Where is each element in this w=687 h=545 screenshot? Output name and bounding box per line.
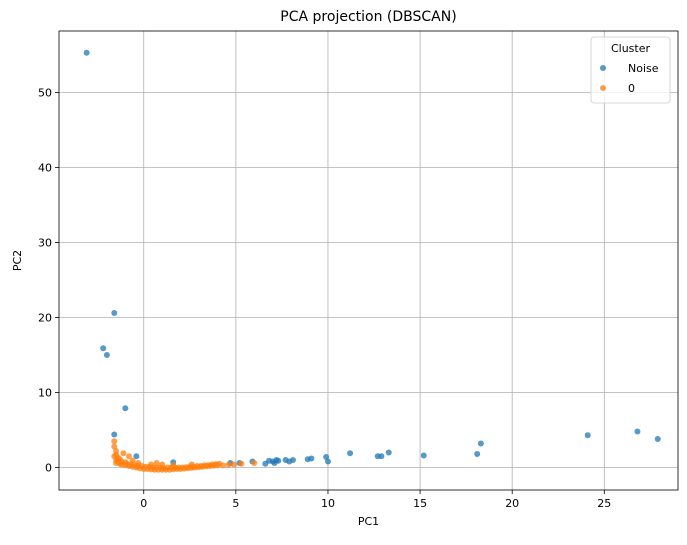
legend-label: Noise — [628, 62, 659, 75]
data-point — [289, 457, 296, 463]
data-point — [111, 453, 118, 460]
data-point — [111, 431, 118, 438]
data-point — [477, 440, 484, 447]
y-tick-label: 30 — [38, 237, 52, 250]
chart-title: PCA projection (DBSCAN) — [280, 9, 456, 25]
data-point — [170, 462, 177, 469]
data-point — [323, 454, 330, 460]
data-point — [634, 428, 641, 435]
y-axis-label: PC2 — [11, 250, 24, 271]
legend-label: 0 — [628, 82, 635, 95]
x-tick-label: 20 — [505, 497, 519, 510]
x-tick-label: 5 — [232, 497, 239, 510]
data-point — [159, 461, 166, 468]
data-point — [474, 451, 481, 457]
legend-title: Cluster — [611, 42, 651, 55]
data-point — [275, 457, 282, 464]
x-tick-label: 0 — [140, 497, 147, 510]
data-point — [584, 432, 591, 439]
x-tick-label: 15 — [413, 497, 427, 510]
data-point — [378, 453, 385, 460]
data-point — [103, 352, 110, 358]
series-noise — [83, 49, 661, 467]
data-point — [420, 452, 427, 459]
data-point — [148, 461, 155, 468]
data-point — [111, 443, 118, 450]
legend-box — [590, 36, 671, 104]
data-point — [308, 455, 315, 462]
data-point — [83, 49, 90, 56]
plot-frame — [58, 30, 679, 491]
axis-ticks: 0 5 10 15 20 25 0 10 20 30 40 50 — [38, 87, 611, 511]
data-point — [238, 460, 245, 467]
data-point — [654, 436, 661, 442]
y-tick-label: 10 — [38, 387, 52, 400]
data-point — [120, 450, 127, 457]
x-tick-label: 10 — [321, 497, 335, 510]
y-tick-label: 20 — [38, 312, 52, 325]
data-point — [231, 461, 238, 468]
y-tick-label: 40 — [38, 162, 52, 175]
legend-marker — [600, 65, 606, 71]
data-point — [129, 457, 136, 464]
legend-items: Noise 0 — [600, 62, 659, 95]
data-point — [225, 461, 232, 468]
x-axis-label: PC1 — [358, 515, 379, 528]
y-tick-label: 0 — [45, 462, 52, 475]
data-point — [347, 450, 354, 457]
data-point — [188, 461, 195, 468]
data-point — [133, 453, 140, 460]
data-point — [251, 460, 258, 466]
x-tick-label: 25 — [597, 497, 611, 510]
data-point — [216, 460, 223, 467]
grid-lines — [59, 31, 678, 490]
scatter-series — [83, 49, 661, 473]
data-point — [126, 453, 133, 460]
data-point — [153, 460, 160, 466]
data-point — [385, 449, 392, 456]
data-point — [122, 405, 129, 412]
legend-marker — [600, 85, 606, 91]
data-point — [111, 438, 118, 445]
data-point — [135, 460, 142, 466]
legend: Cluster Noise 0 — [590, 36, 671, 104]
y-tick-label: 50 — [38, 87, 52, 100]
data-point — [100, 345, 107, 352]
data-point — [324, 458, 331, 465]
series-cluster-0 — [111, 438, 258, 473]
data-point — [111, 310, 118, 316]
